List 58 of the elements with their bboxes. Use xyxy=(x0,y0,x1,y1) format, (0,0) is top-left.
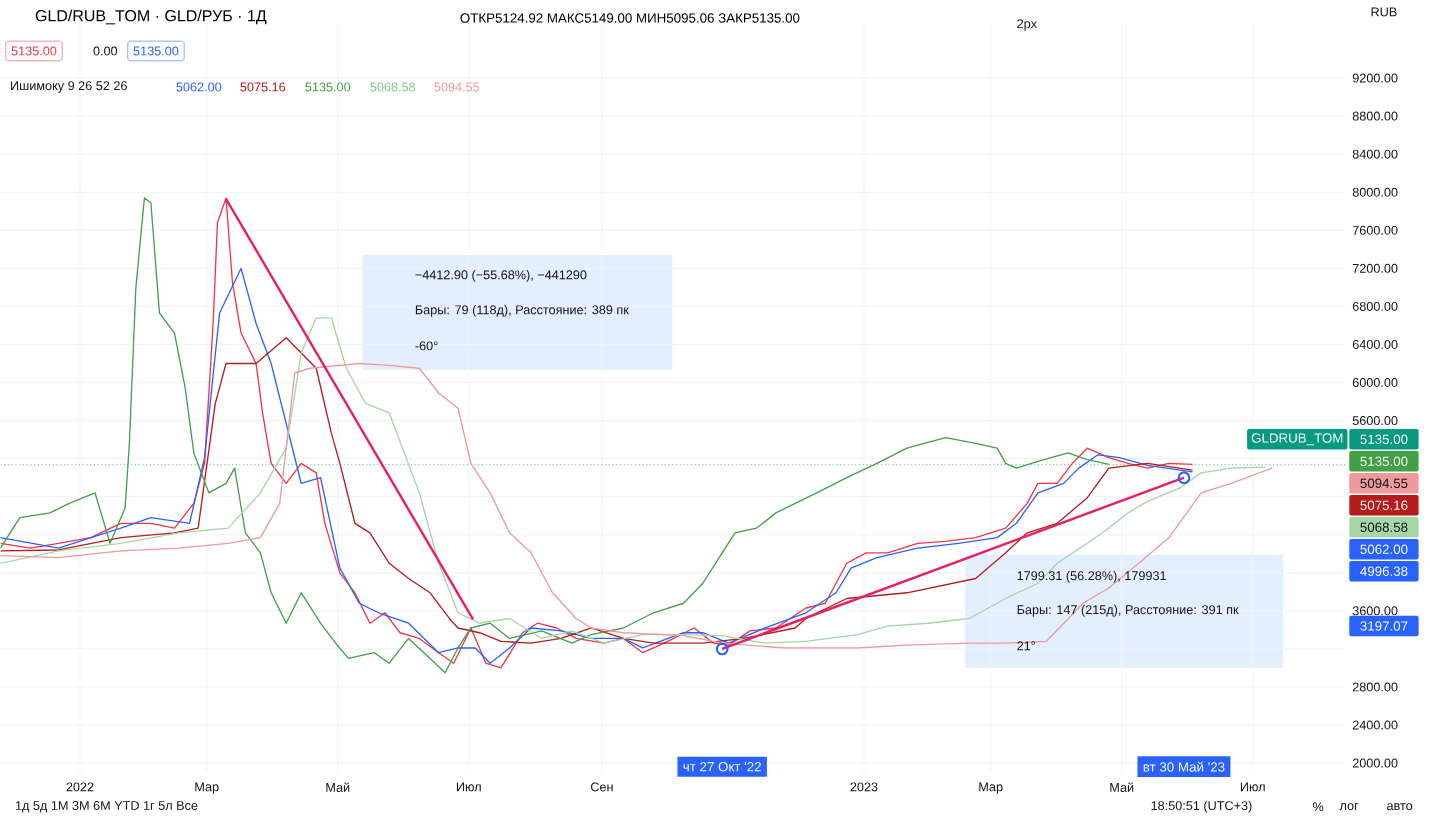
annotation: 21° xyxy=(1017,641,1036,651)
y-tick-label: 8000.00 xyxy=(1352,187,1398,197)
y-tick-label: 7600.00 xyxy=(1352,225,1398,235)
x-tick-label: Май xyxy=(1110,782,1134,793)
x-tick-label: Июл xyxy=(456,782,481,792)
annotation: 5135.00 xyxy=(133,46,179,56)
chart-subtitle: ОТКР5124.92 МАКС5149.00 МИН5095.06 ЗАКР5135.00 xyxy=(460,13,800,23)
x-tick-label: Май xyxy=(326,782,350,793)
y-tick-label: 6400.00 xyxy=(1352,340,1398,350)
text: 1д 5д 1М 3М 6М YTD 1г 5л Все xyxy=(15,801,198,813)
y-tick-label: 7200.00 xyxy=(1352,264,1398,273)
y-tick-label: 2800.00 xyxy=(1352,682,1398,692)
y-tick-label: 6800.00 xyxy=(1352,302,1398,312)
y-tick-label: 9200.00 xyxy=(1352,73,1398,83)
annotation: 5068.58 xyxy=(370,82,416,92)
annotation: Бары: 79 (118д), Расстояние: 389 пк xyxy=(415,305,629,317)
annotation: Ишимоку 9 26 52 26 xyxy=(11,81,127,93)
text: 4996.38 xyxy=(1360,566,1408,577)
x-tick-label: Мар xyxy=(195,782,219,794)
x-tick-label: Мар xyxy=(979,782,1003,794)
annotation: 1799.31 (56.28%), 179931 xyxy=(1017,571,1166,583)
text: % xyxy=(1312,802,1324,812)
annotation: -60° xyxy=(415,341,438,351)
y-tick-label: 2400.00 xyxy=(1352,720,1398,730)
text: 3197.07 xyxy=(1360,621,1408,631)
annotation: 0.00 xyxy=(93,46,118,56)
text: 5075.16 xyxy=(1360,500,1408,511)
annotation: 2px xyxy=(1017,19,1037,31)
text: авто xyxy=(1387,803,1413,811)
text: 18:50:51 (UTC+3) xyxy=(1151,800,1252,813)
annotation: 5135.00 xyxy=(11,46,57,56)
text: лог xyxy=(1339,803,1359,811)
annotation: Бары: 147 (215д), Расстояние: 391 пк xyxy=(1017,605,1239,617)
x-tick-label: Июл xyxy=(1240,782,1265,792)
annotation: 5135.00 xyxy=(305,82,351,92)
x-tick-label: 2022 xyxy=(66,782,94,792)
x-tick-label: Сен xyxy=(590,782,613,792)
chart-title: GLD/RUB_TOM · GLD/РУБ · 1Д xyxy=(35,9,267,25)
y-tick-label: 6000.00 xyxy=(1352,378,1398,388)
text: RUB xyxy=(1371,7,1397,17)
annotation: 5062.00 xyxy=(176,82,222,92)
annotation: −4412.90 (−55.68%), −441290 xyxy=(415,270,587,282)
y-tick-label: 8800.00 xyxy=(1352,111,1398,121)
text: 5135.00 xyxy=(1360,434,1408,445)
annotation: вт 30 Май '23 xyxy=(1143,761,1225,772)
annotation: 5094.55 xyxy=(434,82,480,92)
y-tick-label: 5600.00 xyxy=(1352,416,1398,426)
y-tick-label: 8400.00 xyxy=(1352,149,1398,159)
text: 5068.58 xyxy=(1360,522,1408,533)
annotation: чт 27 Окт '22 xyxy=(683,762,761,772)
y-tick-label: 2000.00 xyxy=(1352,758,1398,768)
annotation: 5075.16 xyxy=(240,82,286,92)
x-tick-label: 2023 xyxy=(850,782,878,792)
text: 5135.00 xyxy=(1360,456,1408,467)
y-tick-label: 3600.00 xyxy=(1352,606,1398,616)
text: 5094.55 xyxy=(1360,478,1408,489)
text: 5062.00 xyxy=(1360,544,1408,555)
ref-line-label: GLDRUB_TOM xyxy=(1251,433,1343,446)
